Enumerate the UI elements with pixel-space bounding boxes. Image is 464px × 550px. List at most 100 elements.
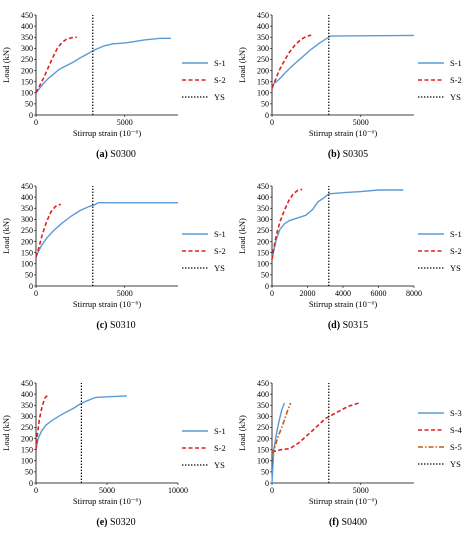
panel-caption-name: S0320: [110, 517, 136, 528]
panel-caption: (f) S0400: [329, 517, 367, 528]
legend-label: S-3: [450, 408, 462, 418]
y-tick-label: 250: [21, 226, 33, 235]
legend-label: S-1: [214, 58, 226, 68]
y-tick-label: 250: [257, 423, 269, 432]
y-tick-label: 400: [257, 193, 269, 202]
y-tick-label: 400: [21, 193, 33, 202]
x-tick-label: 0: [270, 289, 274, 298]
y-tick-label: 100: [257, 457, 269, 466]
y-tick-label: 450: [21, 379, 33, 388]
legend-label: S-2: [214, 75, 226, 85]
y-tick-label: 0: [265, 479, 269, 488]
x-axis-label: Stirrup strain (10⁻⁶): [73, 299, 142, 309]
y-tick-label: 300: [21, 215, 33, 224]
legend-label: S-2: [214, 246, 226, 256]
legend-label: YS: [214, 92, 225, 102]
panel-caption-letter: (e): [96, 517, 107, 528]
y-tick-label: 200: [257, 434, 269, 443]
y-tick-label: 200: [257, 66, 269, 75]
x-tick-label: 0: [34, 118, 38, 127]
y-axis-label: Load (kN): [1, 218, 11, 254]
panel-caption-letter: (f): [329, 517, 339, 528]
legend-label: S-2: [450, 75, 462, 85]
y-tick-label: 450: [257, 11, 269, 20]
y-tick-label: 50: [261, 468, 269, 477]
x-tick-label: 2000: [300, 289, 316, 298]
y-tick-label: 150: [21, 77, 33, 86]
x-tick-label: 5000: [117, 289, 133, 298]
legend-label: S-2: [450, 246, 462, 256]
series-line-s-1: [271, 34, 415, 89]
y-tick-label: 350: [21, 204, 33, 213]
y-tick-label: 450: [21, 182, 33, 191]
y-tick-label: 350: [257, 401, 269, 410]
panel-caption-letter: (d): [328, 320, 340, 331]
y-tick-label: 400: [21, 390, 33, 399]
x-tick-label: 5000: [117, 118, 133, 127]
y-tick-label: 300: [257, 44, 269, 53]
y-tick-label: 150: [257, 77, 269, 86]
legend-label: S-1: [450, 229, 462, 239]
series-line-s-4: [271, 402, 360, 453]
y-tick-label: 350: [257, 204, 269, 213]
y-tick-label: 100: [21, 457, 33, 466]
panel-caption: (e) S0320: [96, 517, 135, 528]
series-line-s-1: [35, 201, 178, 258]
x-tick-label: 4000: [335, 289, 351, 298]
x-axis-label: Stirrup strain (10⁻⁶): [309, 299, 378, 309]
x-tick-label: 5000: [353, 486, 369, 495]
y-tick-label: 0: [265, 111, 269, 120]
x-axis-label: Stirrup strain (10⁻⁶): [309, 496, 378, 506]
legend-label: S-1: [450, 58, 462, 68]
panel-caption-name: S0300: [110, 149, 136, 160]
y-tick-label: 100: [21, 260, 33, 269]
y-tick-label: 100: [257, 260, 269, 269]
y-tick-label: 250: [257, 55, 269, 64]
y-axis-label: Load (kN): [1, 415, 11, 451]
x-tick-label: 0: [34, 486, 38, 495]
y-tick-label: 150: [257, 248, 269, 257]
legend-label: S-4: [450, 425, 463, 435]
panel-caption-name: S0305: [343, 149, 369, 160]
series-line-s-2: [271, 188, 303, 260]
x-tick-label: 10000: [168, 486, 188, 495]
y-tick-label: 0: [29, 111, 33, 120]
y-tick-label: 200: [257, 237, 269, 246]
x-tick-label: 5000: [353, 118, 369, 127]
y-axis-label: Load (kN): [1, 47, 11, 83]
y-tick-label: 200: [21, 237, 33, 246]
series-line-s-2: [271, 34, 312, 89]
panel-caption: (c) S0310: [96, 320, 135, 331]
x-tick-label: 8000: [406, 289, 422, 298]
y-tick-label: 150: [257, 445, 269, 454]
y-tick-label: 300: [257, 412, 269, 421]
panel-caption-letter: (b): [328, 149, 340, 160]
x-axis-label: Stirrup strain (10⁻⁶): [309, 128, 378, 138]
x-tick-label: 5000: [99, 486, 115, 495]
legend-label: YS: [450, 263, 461, 273]
y-tick-label: 50: [25, 100, 33, 109]
panel-caption: (a) S0300: [96, 149, 136, 160]
legend-label: YS: [450, 459, 461, 469]
y-tick-label: 300: [21, 44, 33, 53]
panel-caption-name: S0310: [110, 320, 136, 331]
panel-caption-letter: (c): [96, 320, 107, 331]
y-tick-label: 400: [257, 22, 269, 31]
y-tick-label: 50: [25, 271, 33, 280]
legend-label: S-5: [450, 442, 462, 452]
panel-caption: (d) S0315: [328, 320, 368, 331]
legend-label: S-1: [214, 229, 226, 239]
y-tick-label: 250: [21, 423, 33, 432]
y-tick-label: 0: [29, 282, 33, 291]
x-axis-label: Stirrup strain (10⁻⁶): [73, 128, 142, 138]
y-tick-label: 200: [21, 434, 33, 443]
y-tick-label: 50: [25, 468, 33, 477]
y-tick-label: 400: [257, 390, 269, 399]
y-tick-label: 350: [257, 33, 269, 42]
x-axis-label: Stirrup strain (10⁻⁶): [73, 496, 142, 506]
series-line-s-1: [35, 37, 171, 94]
y-tick-label: 150: [21, 248, 33, 257]
